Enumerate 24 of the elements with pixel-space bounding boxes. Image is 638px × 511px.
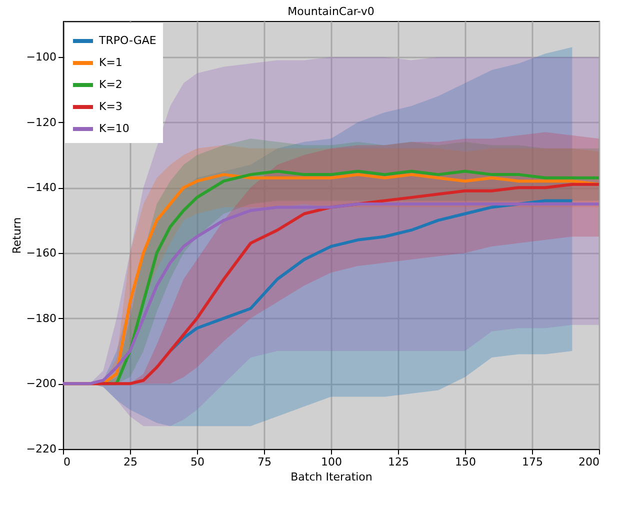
y-tick-label: −160 bbox=[26, 246, 56, 260]
legend-label: K=1 bbox=[99, 56, 122, 69]
y-tick-label: −200 bbox=[26, 377, 56, 390]
legend-label: TRPO-GAE bbox=[98, 34, 156, 47]
x-axis-title: Batch Iteration bbox=[290, 470, 372, 484]
x-tick-label: 25 bbox=[124, 456, 138, 468]
x-tick-label: 100 bbox=[321, 456, 342, 468]
legend-label: K=3 bbox=[99, 100, 122, 113]
y-axis-title: Return bbox=[10, 217, 24, 254]
legend-label: K=2 bbox=[99, 78, 122, 91]
x-tick-label: 0 bbox=[64, 456, 70, 468]
chart-title: MountainCar-v0 bbox=[288, 5, 374, 18]
x-tick-label: 125 bbox=[388, 456, 409, 468]
y-tick-label: −100 bbox=[26, 50, 56, 64]
x-tick-label: 50 bbox=[190, 456, 204, 468]
x-tick-label: 75 bbox=[258, 456, 272, 468]
y-tick-label: −120 bbox=[26, 116, 56, 129]
x-tick-label: 200 bbox=[578, 456, 600, 468]
legend-label: K=10 bbox=[99, 122, 130, 135]
y-tick-label: −220 bbox=[26, 442, 56, 456]
x-tick-label: 150 bbox=[455, 456, 476, 468]
y-tick-label: −180 bbox=[26, 312, 56, 325]
y-tick-label: −140 bbox=[26, 181, 56, 194]
x-tick-label: 175 bbox=[522, 456, 543, 468]
